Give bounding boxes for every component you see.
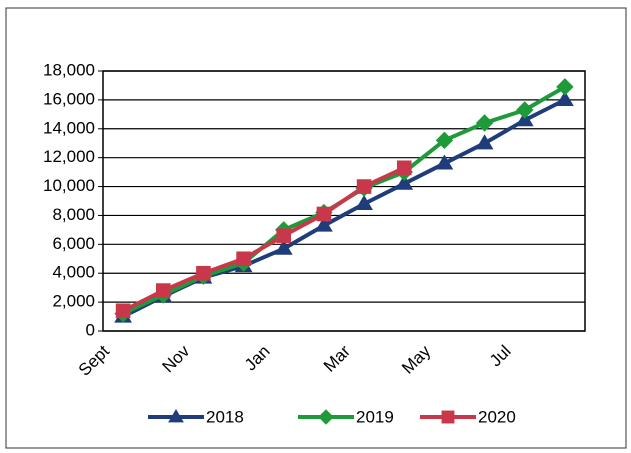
marker [556, 78, 574, 96]
y-tick-label: 10,000 [43, 176, 95, 195]
marker [115, 303, 131, 319]
y-tick-label: 6,000 [52, 234, 95, 253]
marker [236, 251, 251, 267]
marker [441, 410, 455, 424]
marker [556, 90, 574, 106]
marker [435, 131, 454, 150]
marker [316, 206, 332, 222]
y-tick-label: 18,000 [43, 60, 95, 79]
marker [168, 409, 184, 423]
marker [435, 154, 454, 170]
marker [515, 111, 534, 127]
y-tick-label: 12,000 [43, 147, 95, 166]
marker [155, 283, 171, 298]
x-tick-label: Nov [159, 341, 194, 376]
y-tick-label: 2,000 [52, 292, 95, 311]
frame [5, 7, 627, 449]
x-tick-label: Jan [241, 342, 274, 375]
marker [356, 179, 372, 194]
marker [475, 134, 494, 150]
x-tick-label: Mar [320, 341, 354, 375]
legend-label: 2018 [206, 407, 244, 426]
y-tick-label: 0 [86, 320, 95, 339]
marker [516, 101, 534, 119]
y-tick-label: 16,000 [43, 89, 95, 108]
marker [475, 114, 494, 132]
y-tick-label: 4,000 [52, 263, 95, 282]
legend-label: 2019 [356, 407, 394, 426]
x-tick-label: May [398, 341, 434, 377]
marker [396, 160, 412, 176]
marker [318, 409, 334, 425]
x-tick-label: Sept [75, 341, 113, 379]
x-tick-label: Jul [486, 342, 515, 371]
marker [395, 174, 414, 190]
y-tick-label: 14,000 [43, 118, 95, 137]
marker [355, 194, 373, 210]
marker [315, 216, 333, 232]
marker [274, 239, 293, 255]
marker [196, 265, 211, 281]
y-tick-label: 8,000 [52, 205, 95, 224]
legend-label: 2020 [478, 407, 516, 426]
marker [276, 228, 292, 243]
